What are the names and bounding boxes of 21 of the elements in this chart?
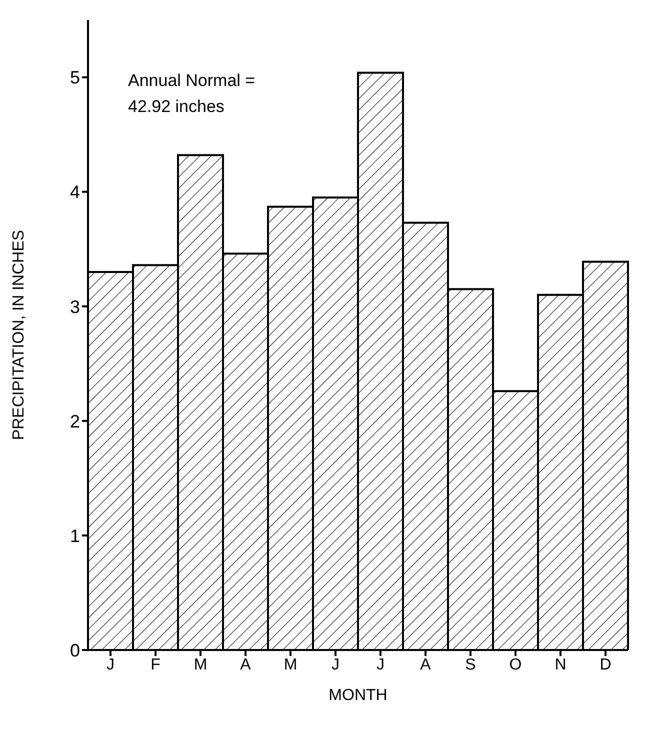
x-tick-label: O [509,656,522,674]
y-tick-label: 2 [70,411,80,432]
y-axis-title: PRECIPITATION, IN INCHES [10,230,28,440]
x-axis-title: MONTH [328,687,388,704]
y-tick-label: 5 [70,68,80,88]
x-tick-label: A [420,656,432,674]
x-tick-label: D [600,656,612,674]
x-tick-label: J [376,656,384,674]
annotation: Annual Normal = 42.92 inches [128,68,278,120]
x-tick-label: A [240,656,252,674]
x-tick-label: M [194,656,208,674]
x-tick-label: J [332,656,340,674]
x-tick-label: M [284,656,298,674]
y-tick-label: 3 [70,296,80,317]
y-tick-label: 1 [70,526,80,546]
x-tick-label: F [150,656,161,674]
x-tick-label: J [106,656,114,674]
x-tick-label: S [465,656,476,674]
y-tick-label: 0 [70,640,80,660]
x-tick-label: N [554,656,566,674]
y-tick-label: 4 [70,182,80,202]
